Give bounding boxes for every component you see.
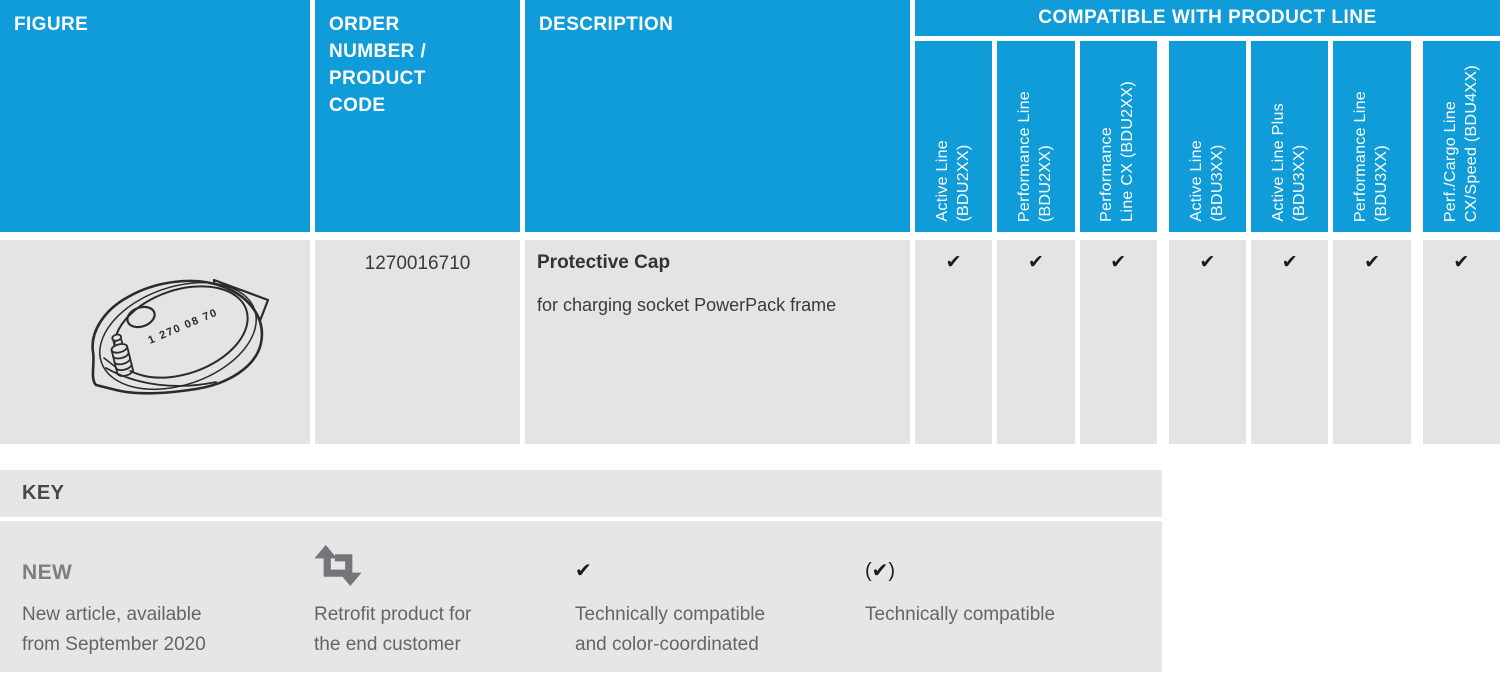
key-item-compatible-color: ✔ Technically compatible and color-coord… — [575, 521, 765, 672]
key-item-text: Technically compatible and color-coordin… — [575, 604, 766, 656]
key-item-text: Technically compatible — [865, 604, 1056, 625]
key-title: KEY — [22, 482, 65, 504]
compat-mark-cell: ✔ — [1079, 240, 1157, 444]
compat-column-label: Active Line (BDU3XX) — [1187, 140, 1226, 222]
compat-column-label: Active Line (BDU2XX) — [933, 140, 972, 222]
key-header-bar: KEY — [0, 470, 1162, 517]
retrofit-icon — [314, 545, 362, 586]
check-mark: ✔ — [575, 560, 592, 582]
compat-column-headers: Active Line (BDU2XX) Performance Line (B… — [915, 41, 1500, 232]
column-header-figure: FIGURE — [0, 0, 310, 232]
key-item-retrofit: Retrofit product for the end customer — [314, 521, 471, 672]
order-number-cell: 1270016710 — [315, 240, 520, 444]
check-mark: ✔ — [945, 252, 962, 273]
check-mark-parenthesized: (✔) — [865, 560, 896, 582]
compat-mark-cell: ✔ — [915, 240, 993, 444]
protective-cap-figure: 1 270 08 70 — [91, 278, 270, 395]
key-item-compatible: (✔) Technically compatible — [865, 521, 1055, 672]
column-header-description-label: DESCRIPTION — [539, 14, 674, 35]
compat-mark-cell: ✔ — [1333, 240, 1411, 444]
compat-column-perf-cargo-line-bdu4xx: Perf./Cargo Line CX/Speed (BDU4XX) — [1422, 41, 1500, 232]
check-mark: ✔ — [1110, 252, 1127, 273]
column-header-figure-label: FIGURE — [14, 14, 89, 35]
check-mark: ✔ — [1281, 252, 1298, 273]
key-item-new: NEW New article, available from Septembe… — [22, 521, 206, 672]
compat-column-active-line-plus-bdu3xx: Active Line Plus (BDU3XX) — [1251, 41, 1329, 232]
product-title: Protective Cap — [537, 252, 671, 273]
column-header-order-number-label: ORDER NUMBER / PRODUCT CODE — [329, 14, 427, 116]
check-mark: ✔ — [1199, 252, 1216, 273]
check-mark: ✔ — [1453, 252, 1470, 273]
product-subtitle: for charging socket PowerPack frame — [537, 295, 837, 315]
check-mark: ✔ — [1027, 252, 1044, 273]
compat-column-label: Active Line Plus (BDU3XX) — [1269, 103, 1308, 222]
figure-cell: 1 270 08 70 — [0, 240, 310, 444]
check-mark: ✔ — [1364, 252, 1380, 273]
column-header-description: DESCRIPTION — [525, 0, 910, 232]
compat-mark-cell: ✔ — [1422, 240, 1500, 444]
order-number-value: 1270016710 — [364, 253, 471, 274]
compat-column-performance-line-cx-bdu2xx: Performance Line CX (BDU2XX) — [1079, 41, 1157, 232]
compat-column-performance-line-bdu3xx: Performance Line (BDU3XX) — [1333, 41, 1411, 232]
compat-column-label: Performance Line CX (BDU2XX) — [1098, 81, 1137, 222]
compat-group-header: COMPATIBLE WITH PRODUCT LINE — [915, 0, 1500, 36]
key-item-text: New article, available from September 20… — [22, 604, 206, 656]
compat-group-header-label: COMPATIBLE WITH PRODUCT LINE — [1038, 7, 1377, 28]
compat-mark-cell: ✔ — [1251, 240, 1329, 444]
new-badge: NEW — [22, 561, 73, 584]
key-item-text: Retrofit product for the end customer — [314, 604, 472, 656]
compat-mark-cell: ✔ — [997, 240, 1075, 444]
compat-column-label: Perf./Cargo Line CX/Speed (BDU4XX) — [1441, 64, 1480, 222]
column-header-order-number: ORDER NUMBER / PRODUCT CODE — [315, 0, 520, 232]
compat-marks-row: ✔ ✔ ✔ ✔ ✔ ✔ ✔ — [915, 240, 1500, 444]
compat-column-performance-line-bdu2xx: Performance Line (BDU2XX) — [997, 41, 1075, 232]
compat-mark-cell: ✔ — [1168, 240, 1247, 444]
description-cell: Protective Cap for charging socket Power… — [525, 240, 910, 444]
key-legend-panel: NEW New article, available from Septembe… — [0, 521, 1162, 672]
compat-column-label: Performance Line (BDU2XX) — [1016, 90, 1054, 222]
compat-column-active-line-bdu2xx: Active Line (BDU2XX) — [915, 41, 993, 232]
compat-column-active-line-bdu3xx: Active Line (BDU3XX) — [1168, 41, 1247, 232]
compat-column-label: Performance Line (BDU3XX) — [1352, 90, 1391, 222]
